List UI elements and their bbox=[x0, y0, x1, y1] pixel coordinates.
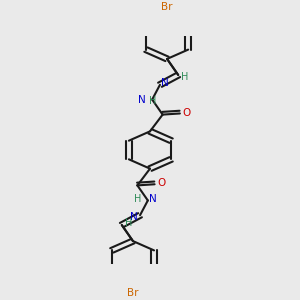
Text: O: O bbox=[182, 108, 190, 118]
Text: O: O bbox=[157, 178, 165, 188]
Text: N: N bbox=[149, 194, 157, 204]
Text: Br: Br bbox=[127, 288, 139, 298]
Text: N: N bbox=[138, 94, 146, 104]
Text: Br: Br bbox=[161, 2, 173, 12]
Text: H: H bbox=[181, 72, 188, 82]
Text: H: H bbox=[149, 96, 157, 106]
Text: N: N bbox=[161, 77, 169, 88]
Text: N: N bbox=[130, 212, 138, 223]
Text: H: H bbox=[124, 218, 132, 228]
Text: H: H bbox=[134, 194, 141, 204]
